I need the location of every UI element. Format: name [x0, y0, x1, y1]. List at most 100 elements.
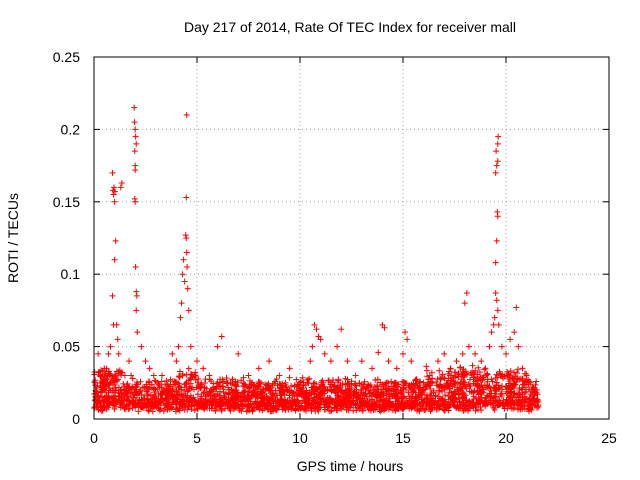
data-point [245, 372, 252, 379]
data-point [488, 329, 495, 336]
data-point [463, 290, 470, 297]
x-tick-label: 10 [292, 430, 308, 446]
data-point [235, 350, 242, 357]
data-point [133, 292, 140, 299]
data-point [493, 297, 500, 304]
data-point [218, 333, 225, 340]
x-tick-labels: 0 5 10 15 20 25 [90, 430, 617, 446]
data-point [266, 358, 273, 365]
data-point [177, 314, 184, 321]
y-tick-label: 0.2 [61, 121, 81, 137]
data-point [114, 336, 121, 343]
data-point [513, 304, 520, 311]
data-point [408, 358, 415, 365]
y-tick-label: 0 [72, 411, 80, 427]
y-tick-label: 0.15 [53, 194, 80, 210]
data-point [165, 387, 172, 394]
data-point [416, 379, 423, 386]
data-point [453, 358, 460, 365]
data-point [393, 365, 400, 372]
data-point [183, 111, 190, 118]
data-point [117, 184, 124, 191]
data-point [494, 158, 501, 165]
data-point [461, 300, 468, 307]
data-point [109, 292, 116, 299]
data-point [494, 307, 501, 314]
data-point [113, 321, 120, 328]
data-point [465, 343, 472, 350]
data-point [183, 249, 190, 256]
data-point [276, 372, 283, 379]
data-point [527, 379, 534, 386]
data-point [112, 188, 119, 195]
data-points [93, 104, 540, 401]
data-point [435, 358, 442, 365]
data-point [183, 194, 190, 201]
data-point [327, 358, 334, 365]
data-point [472, 350, 479, 357]
y-axis-label: ROTI / TECUs [5, 193, 21, 283]
data-point [369, 365, 376, 372]
data-point [154, 379, 161, 386]
data-point [523, 372, 530, 379]
data-point [381, 324, 388, 331]
data-point [334, 343, 341, 350]
data-point [214, 343, 221, 350]
data-point [206, 372, 213, 379]
data-point [519, 365, 526, 372]
data-point [375, 349, 382, 356]
data-point [358, 358, 365, 365]
data-point [309, 343, 316, 350]
data-point [110, 184, 117, 191]
data-point [495, 133, 502, 140]
x-tick-label: 5 [193, 430, 201, 446]
data-point [134, 329, 141, 336]
data-point [132, 126, 139, 133]
data-point [307, 358, 314, 365]
data-point [338, 326, 345, 333]
data-point [103, 379, 110, 386]
data-point [495, 321, 502, 328]
data-point [178, 300, 185, 307]
data-point [133, 140, 140, 147]
data-point [478, 358, 485, 365]
data-point [507, 336, 514, 343]
data-point [224, 379, 231, 386]
y-tick-label: 0.25 [53, 49, 80, 65]
data-point [185, 307, 192, 314]
data-point [297, 379, 303, 386]
data-point [447, 365, 454, 372]
y-tick-label: 0.05 [53, 339, 80, 355]
data-point [503, 350, 509, 357]
data-point [492, 259, 499, 266]
data-point [95, 350, 102, 357]
data-point [128, 372, 135, 379]
data-point [286, 365, 293, 372]
data-point [132, 166, 139, 173]
data-point [97, 372, 104, 379]
data-point [121, 372, 128, 379]
x-tick-label: 15 [395, 430, 411, 446]
band-markers [91, 362, 542, 415]
y-tick-label: 0.1 [61, 266, 81, 282]
data-point [317, 336, 324, 343]
data-point [515, 343, 522, 350]
data-point [109, 169, 116, 176]
data-point [404, 336, 411, 343]
data-point [459, 350, 466, 357]
data-point [133, 307, 140, 314]
data-point [131, 119, 138, 126]
data-point [132, 133, 139, 140]
x-axis-label: GPS time / hours [297, 458, 404, 474]
data-point [169, 350, 176, 357]
data-point [142, 358, 149, 365]
data-point [181, 278, 188, 285]
data-point [200, 365, 207, 372]
plot-frame [93, 56, 610, 420]
data-point [194, 358, 200, 365]
x-tick-label: 25 [601, 430, 617, 446]
data-point [492, 169, 499, 176]
data-point [400, 350, 406, 357]
data-point [180, 256, 187, 263]
